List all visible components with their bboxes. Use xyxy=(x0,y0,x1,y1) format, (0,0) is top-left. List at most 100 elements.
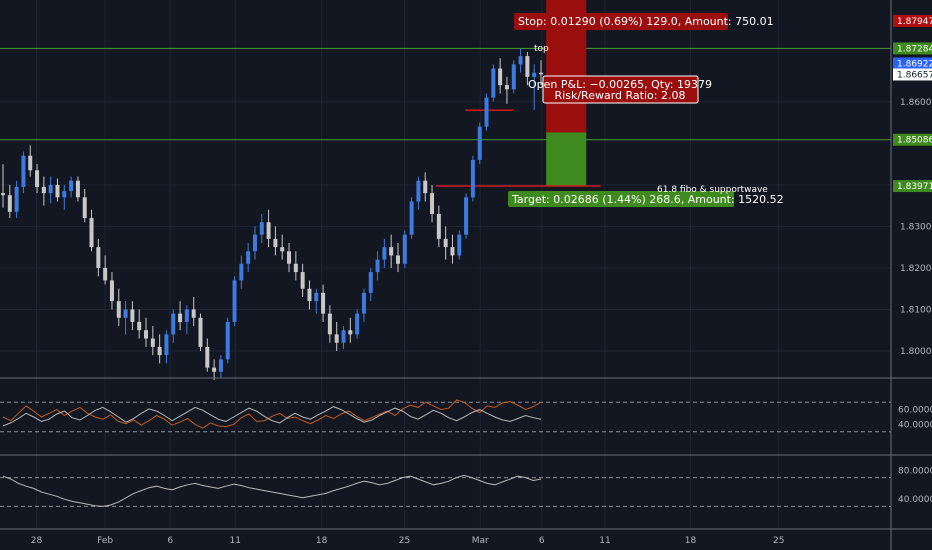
candle-body xyxy=(178,313,183,322)
candle-body xyxy=(212,367,217,372)
price-tag-label: 1.85086 xyxy=(897,136,932,146)
candle-body xyxy=(314,292,319,302)
candle xyxy=(518,48,523,73)
candle xyxy=(470,155,475,202)
candle xyxy=(389,234,394,268)
candle-body xyxy=(130,309,135,322)
candle-body xyxy=(484,97,489,127)
candle-body xyxy=(69,180,74,192)
candle xyxy=(103,255,108,285)
candle xyxy=(205,338,210,372)
candle-body xyxy=(525,56,530,77)
candle xyxy=(48,176,53,204)
candle-body xyxy=(35,170,40,187)
candle xyxy=(55,178,60,202)
x-tick-label: 18 xyxy=(316,536,328,546)
candle xyxy=(212,359,217,381)
candle xyxy=(178,301,183,331)
candle-body xyxy=(321,292,326,314)
candle-body xyxy=(252,234,257,252)
candle xyxy=(89,209,94,252)
candle xyxy=(293,251,298,281)
price-tag-label: 1.86922 xyxy=(897,59,932,69)
candle-body xyxy=(450,247,455,256)
candle-body xyxy=(430,193,435,214)
candle-body xyxy=(375,259,380,273)
candle-body xyxy=(198,317,203,347)
y-tick-label: 1.83000 xyxy=(900,222,932,232)
candle-body xyxy=(96,247,101,268)
candle xyxy=(41,176,46,206)
candle xyxy=(395,243,400,273)
candle xyxy=(164,330,169,364)
y-tick-label: 1.80000 xyxy=(900,347,932,357)
candle xyxy=(341,326,346,349)
candle-body xyxy=(218,359,223,372)
candle-body xyxy=(150,338,155,347)
candle xyxy=(171,309,176,343)
candle-body xyxy=(504,85,509,90)
y-tick-label: 1.81000 xyxy=(900,305,932,315)
candle-body xyxy=(259,222,264,235)
candle-body xyxy=(402,234,407,264)
candle xyxy=(130,301,135,331)
x-tick-label: Mar xyxy=(472,536,489,546)
x-tick-label: 6 xyxy=(539,536,545,546)
candle xyxy=(198,313,203,351)
candle xyxy=(109,272,114,310)
candle xyxy=(259,213,264,243)
candle xyxy=(525,51,530,86)
candle-body xyxy=(389,247,394,256)
candle-body xyxy=(518,56,523,65)
candle xyxy=(225,317,230,364)
candle xyxy=(416,176,421,210)
candle-body xyxy=(280,247,285,252)
candle xyxy=(368,267,373,302)
top-note: top xyxy=(534,44,549,54)
candle xyxy=(69,176,74,198)
price-tag-label: 1.87284 xyxy=(897,44,932,54)
candle-body xyxy=(436,213,441,239)
candle xyxy=(191,297,196,327)
candle-body xyxy=(464,197,469,235)
oscillator-tick-label: 40.0000 xyxy=(898,420,932,430)
candle-body xyxy=(409,201,414,235)
candle xyxy=(300,263,305,297)
x-tick-label: 18 xyxy=(685,536,697,546)
candle xyxy=(327,305,332,343)
candle-body xyxy=(232,280,237,322)
candle xyxy=(14,180,19,219)
candle-body xyxy=(477,126,482,160)
candle xyxy=(464,193,469,239)
candle xyxy=(96,238,101,277)
candle xyxy=(382,238,387,268)
candle-body xyxy=(273,238,278,248)
candle-body xyxy=(75,180,80,198)
candle xyxy=(409,197,414,239)
price-tag-label: 1.87947 xyxy=(897,17,932,27)
candle xyxy=(75,176,80,202)
candle xyxy=(511,60,516,94)
candle-body xyxy=(457,234,462,256)
candle-body xyxy=(48,184,53,194)
oscillator-tick-label: 80.0000 xyxy=(898,466,932,476)
x-tick-label: 25 xyxy=(399,536,410,546)
candle xyxy=(232,276,237,327)
candle xyxy=(144,317,149,347)
candle xyxy=(287,243,292,273)
candle xyxy=(62,184,67,210)
stop-label: Stop: 0.01290 (0.69%) 129.0, Amount: 750… xyxy=(518,15,774,28)
candle xyxy=(457,230,462,260)
candle-body xyxy=(348,330,353,335)
candle-body xyxy=(205,346,210,368)
candle xyxy=(355,309,360,339)
oscillator-pane-2 xyxy=(0,474,891,507)
x-tick-label: 28 xyxy=(31,536,43,546)
candle-body xyxy=(225,321,230,360)
candle-body xyxy=(191,309,196,318)
x-tick-label: 11 xyxy=(229,536,240,546)
fibo-note: 61.8 fibo & supportwave xyxy=(657,185,768,195)
candle-body xyxy=(539,72,543,75)
